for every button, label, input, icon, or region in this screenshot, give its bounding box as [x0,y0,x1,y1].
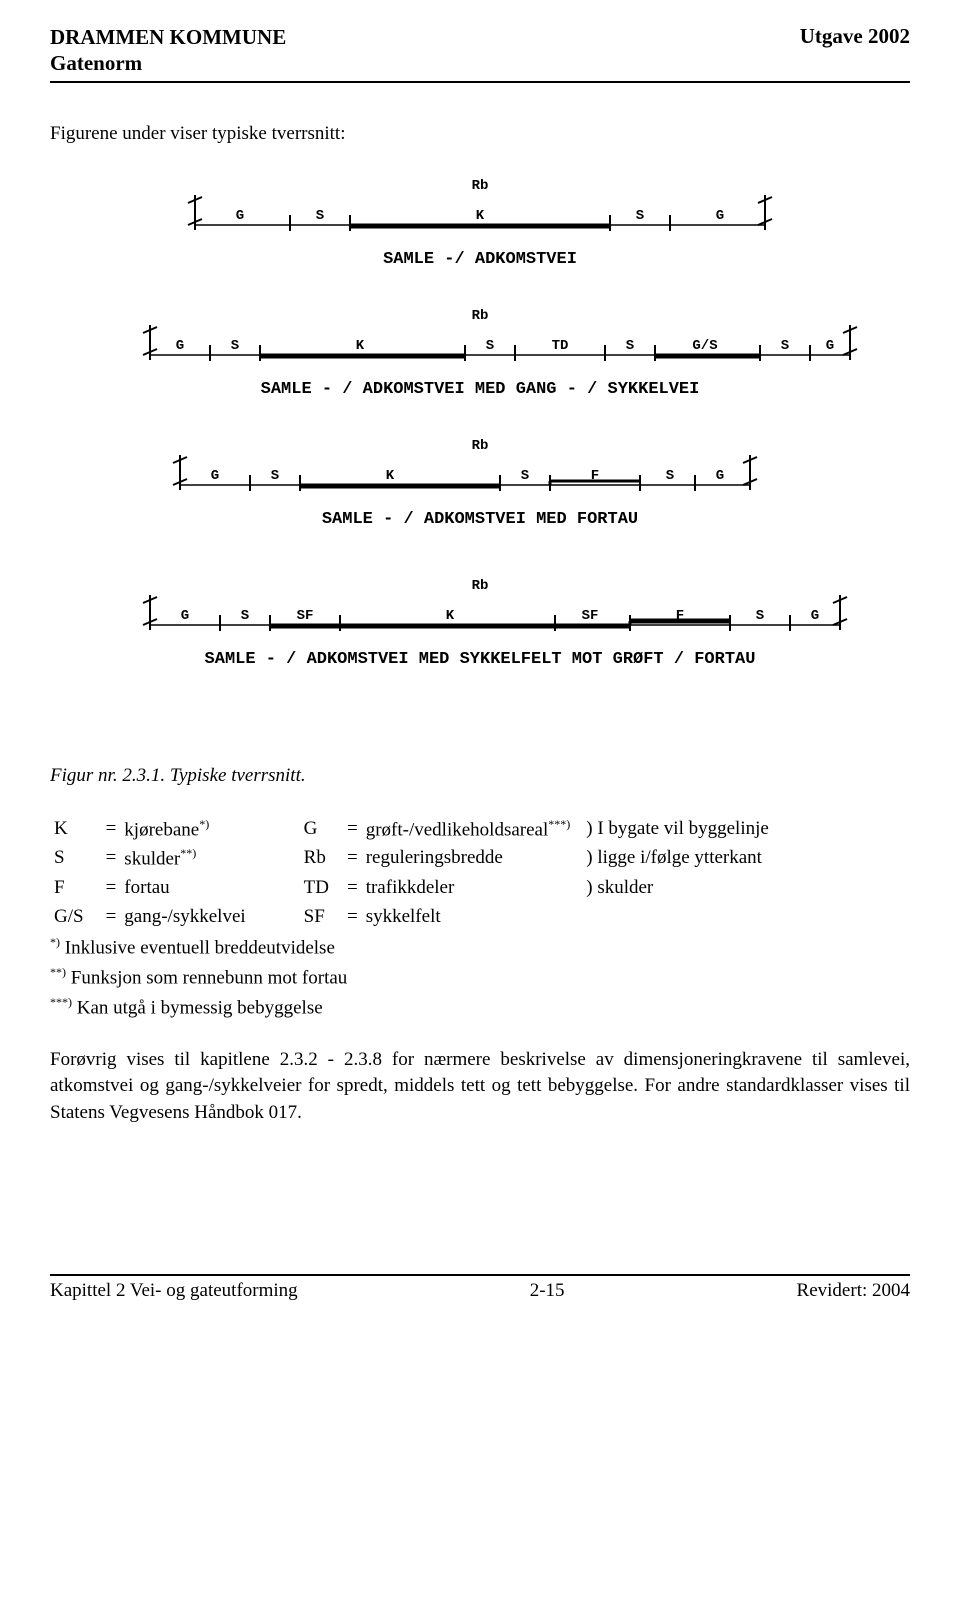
d4-rb: Rb [472,578,489,594]
figure-caption: Figur nr. 2.3.1. Typiske tverrsnitt. [50,765,910,787]
legend-row: F = fortau TD = trafikkdeler ) skulder [50,874,773,903]
d4-seg-0: G [181,608,189,624]
body-paragraph: Forøvrig vises til kapitlene 2.3.2 - 2.3… [50,1047,910,1127]
legend-note: **) Funksjon som rennebunn mot fortau [50,963,910,993]
d2-seg-6: G/S [692,338,717,354]
legend-row: K = kjørebane*) G = grøft-/vedlikeholdsa… [50,815,773,845]
d3-seg-6: G [716,468,724,484]
d1-rb: Rb [472,178,489,194]
diagram-1: Rb G S K S G [188,178,772,269]
legend-row: G/S = gang-/sykkelvei SF = sykkelfelt [50,903,773,932]
d4-seg-4: SF [582,608,599,624]
footer-left: Kapittel 2 Vei- og gateutforming [50,1280,298,1302]
d2-seg-5: S [626,338,634,354]
legend-sym2: G [300,815,333,845]
d2-title: SAMLE - / ADKOMSTVEI MED GANG - / SYKKEL… [261,380,700,399]
d2-seg-2: K [356,338,365,354]
d3-seg-3: S [521,468,529,484]
d2-seg-1: S [231,338,239,354]
footer-center: 2-15 [530,1280,565,1302]
d3-seg-5: S [666,468,674,484]
d2-seg-7: S [781,338,789,354]
d3-title: SAMLE - / ADKOMSTVEI MED FORTAU [322,510,638,529]
d3-seg-1: S [271,468,279,484]
legend-eq2: = [343,815,362,845]
legend-table: K = kjørebane*) G = grøft-/vedlikeholdsa… [50,815,773,932]
d1-seg-4: G [716,208,724,224]
d3-rb: Rb [472,438,489,454]
footer-rule [50,1274,910,1276]
d4-seg-7: G [811,608,819,624]
page-header: DRAMMEN KOMMUNE Gatenorm Utgave 2002 [50,24,910,77]
d2-rb: Rb [472,308,489,324]
d4-seg-1: S [241,608,249,624]
diagram-4: Rb G S SF K SF F S G [143,578,847,669]
d4-title: SAMLE - / ADKOMSTVEI MED SYKKELFELT MOT … [205,650,756,669]
d1-seg-1: S [316,208,324,224]
d2-seg-3: S [486,338,494,354]
header-rule [50,81,910,83]
legend-right: ) I bygate vil byggelinje [582,815,773,845]
d4-seg-6: S [756,608,764,624]
cross-section-diagrams: Rb G S K S G [50,175,910,735]
legend-note: *) Inklusive eventuell breddeutvidelse [50,933,910,963]
d3-seg-2: K [386,468,395,484]
diagram-figure: Rb G S K S G [50,175,910,735]
legend-note: ***) Kan utgå i bymessig bebyggelse [50,993,910,1023]
d2-seg-8: G [826,338,834,354]
header-doc: Gatenorm [50,50,286,76]
d1-seg-2: K [476,208,485,224]
d4-seg-3: K [446,608,455,624]
legend-sym: K [50,815,88,845]
page: DRAMMEN KOMMUNE Gatenorm Utgave 2002 Fig… [0,0,960,1332]
footer-right: Revidert: 2004 [797,1280,910,1302]
d1-seg-3: S [636,208,644,224]
legend-row: S = skulder**) Rb = reguleringsbredde ) … [50,844,773,874]
legend-desc2: grøft-/vedlikeholdsareal***) [362,815,575,845]
d1-title: SAMLE -/ ADKOMSTVEI [383,250,577,269]
legend-block: K = kjørebane*) G = grøft-/vedlikeholdsa… [50,815,910,1023]
d3-seg-0: G [211,468,219,484]
legend-desc: kjørebane*) [120,815,249,845]
diagram-3: Rb G S K S F S G [173,438,757,529]
d2-seg-0: G [176,338,184,354]
d4-seg-2: SF [297,608,314,624]
d2-seg-4: TD [552,338,569,354]
page-footer: Kapittel 2 Vei- og gateutforming 2-15 Re… [50,1280,910,1302]
header-left: DRAMMEN KOMMUNE Gatenorm [50,24,286,77]
diagram-2: Rb G S K S TD S G/S S G [143,308,857,399]
header-org: DRAMMEN KOMMUNE [50,24,286,50]
intro-text: Figurene under viser typiske tverrsnitt: [50,123,910,145]
legend-notes: *) Inklusive eventuell breddeutvidelse *… [50,933,910,1022]
legend-eq: = [102,815,121,845]
header-edition: Utgave 2002 [800,24,910,49]
d1-seg-0: G [236,208,244,224]
